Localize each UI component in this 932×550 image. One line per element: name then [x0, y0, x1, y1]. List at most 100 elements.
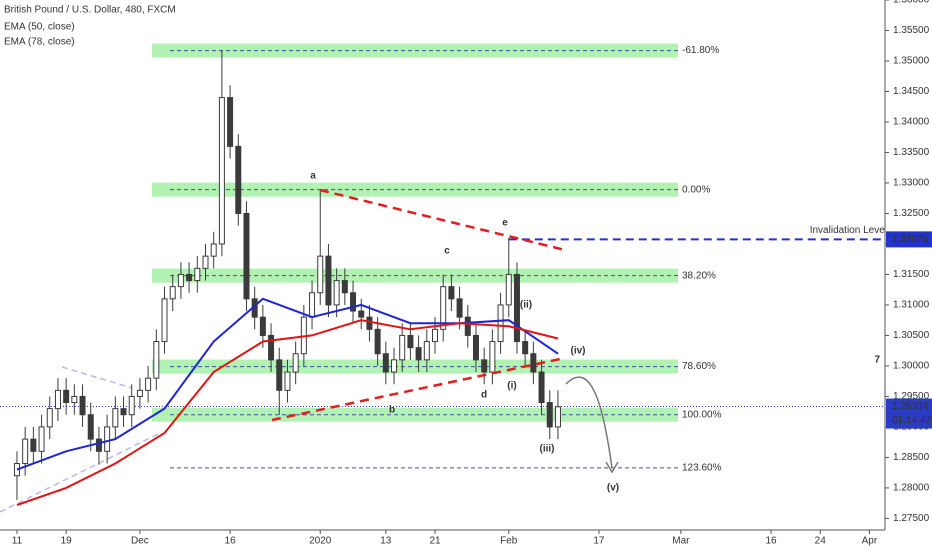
candle-body: [341, 280, 348, 294]
candle-body: [268, 334, 275, 361]
y-tick-label: 1.34500: [893, 86, 930, 97]
y-tick-label: 1.30000: [893, 361, 930, 372]
candle-body: [87, 414, 94, 440]
candle-body: [399, 334, 406, 361]
candle-body: [169, 286, 176, 300]
candle-body: [472, 334, 479, 361]
fib-layer: -61.80% 0.00% 38.20% 78.60% 100.00% 123.60%: [152, 43, 722, 473]
symbol-title: British Pound / U.S. Dollar, 480, FXCM: [4, 5, 176, 16]
y-tick-label: 1.27500: [893, 513, 930, 524]
candle-body: [235, 145, 242, 214]
candle-body: [407, 334, 414, 349]
wave-label: (i): [507, 381, 516, 392]
x-tick-label: 19: [61, 536, 73, 547]
candle-body: [218, 97, 225, 245]
candle-body: [513, 273, 520, 343]
y-tick-label: 1.32500: [893, 208, 930, 219]
x-tick-label: 16: [766, 536, 778, 547]
candle-body: [481, 359, 488, 373]
y-tick-label: 1.30500: [893, 330, 930, 341]
candle-body: [153, 341, 160, 379]
candle-body: [317, 255, 324, 294]
y-tick-label: 1.33000: [893, 178, 930, 189]
y-tick-label: 1.35500: [893, 25, 930, 36]
x-tick-label: 21: [429, 536, 441, 547]
candle-body: [284, 371, 291, 391]
candle-body: [350, 292, 357, 312]
invalidation-label: Invalidation Level: [810, 225, 887, 236]
candle-body: [186, 273, 193, 282]
side-marker: 7: [874, 355, 880, 366]
y-tick-label: 1.34000: [893, 117, 930, 128]
x-tick-label: Dec: [131, 536, 149, 547]
wave-label: (v): [607, 483, 619, 494]
ema-line: [16, 297, 559, 471]
x-tick-label: Apr: [862, 536, 878, 547]
candle-body: [63, 389, 70, 404]
candle-body: [522, 341, 529, 355]
candle-body: [22, 438, 29, 465]
x-tick-label: 24: [815, 536, 827, 547]
wave-label: b: [389, 405, 395, 416]
candle-body: [309, 292, 316, 318]
y-tick-label: 1.33500: [893, 147, 930, 158]
ema-line: [16, 319, 559, 506]
candle-body: [145, 377, 152, 391]
invalidation-price: 1.32075: [892, 234, 929, 245]
candle-body: [530, 353, 537, 373]
x-tick-label: 2020: [309, 536, 332, 547]
candle-body: [95, 438, 102, 452]
candle-body: [366, 316, 373, 330]
candle-body: [456, 298, 463, 318]
candle-body: [177, 273, 184, 288]
candle-body: [546, 402, 553, 428]
wave-label: e: [502, 218, 508, 229]
y-tick-label: 1.28500: [893, 452, 930, 463]
projection-arrow: [565, 376, 613, 469]
x-tick-label: 13: [380, 536, 392, 547]
candle-body: [161, 298, 168, 343]
trendline: [271, 356, 566, 422]
fib-label: 0.00%: [682, 184, 710, 195]
candle-body: [325, 255, 332, 306]
x-tick-label: Mar: [672, 536, 690, 547]
wave-label: (iii): [540, 444, 555, 455]
candle-body: [292, 353, 299, 373]
candle-body: [374, 328, 381, 355]
candle-body: [423, 341, 430, 361]
y-tick-label: 1.36000: [893, 0, 930, 6]
price-layer: Invalidation Level a b c d e (i) (ii) (iii) (iv) (…: [0, 50, 887, 506]
candle-body: [333, 280, 340, 306]
candle-body: [259, 316, 266, 336]
last-price: 1.29334: [892, 401, 929, 412]
candle-body: [440, 286, 447, 330]
candle-body: [112, 408, 119, 428]
candle-body: [210, 243, 217, 257]
candle-body: [54, 389, 61, 410]
candle-body: [554, 406, 561, 428]
drawn-line: [61, 366, 133, 389]
candle-body: [38, 426, 45, 452]
fib-label: 78.60%: [682, 361, 716, 372]
y-tick-label: 1.35000: [893, 56, 930, 67]
x-tick-label: Feb: [500, 536, 518, 547]
y-tick-label: 1.28000: [893, 483, 930, 494]
y-tick-label: 1.31000: [893, 300, 930, 311]
x-tick-label: 16: [225, 536, 237, 547]
y-tick-label: 1.31500: [893, 269, 930, 280]
candle-body: [79, 395, 86, 416]
candle-body: [497, 304, 504, 343]
candle-body: [276, 359, 283, 391]
candle-body: [358, 310, 365, 318]
fib-label: 100.00%: [682, 409, 722, 420]
candle-body: [128, 395, 135, 416]
y-tick-label: 1.29500: [893, 391, 930, 402]
wave-label: c: [444, 246, 450, 257]
candle-body: [538, 371, 545, 404]
countdown: 01:14:42: [892, 415, 931, 426]
price-axis: [885, 0, 932, 530]
candle-body: [227, 97, 234, 147]
candle-body: [194, 267, 201, 282]
candle-body: [489, 341, 496, 373]
